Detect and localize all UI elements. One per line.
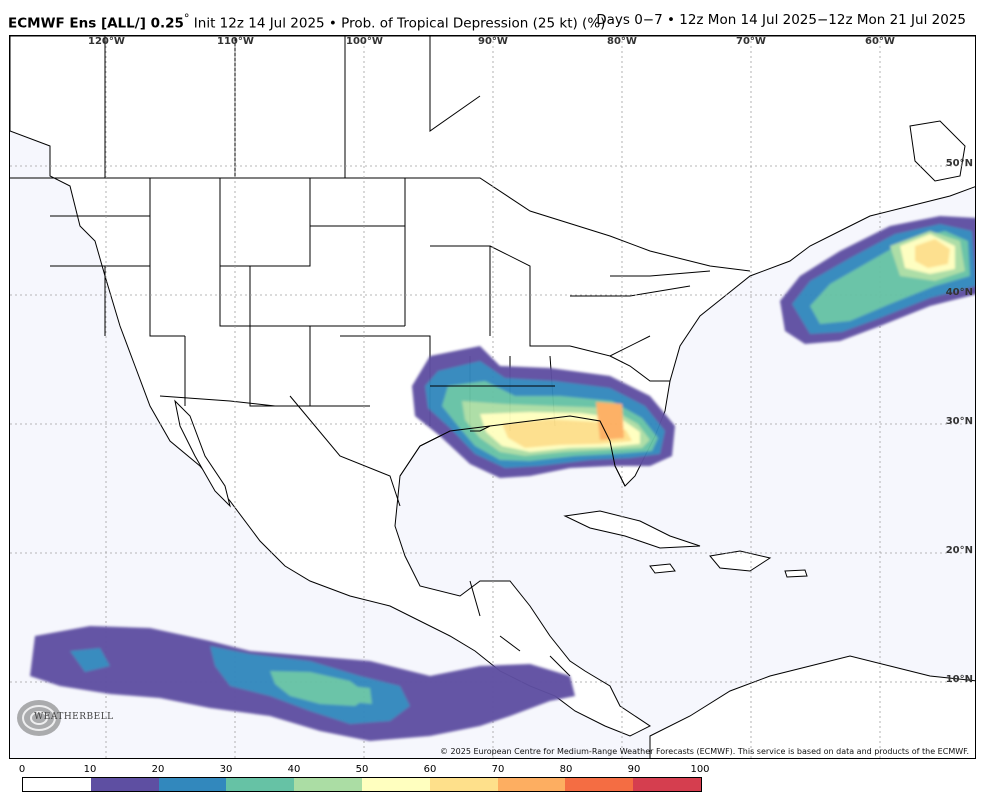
map-canvas — [10, 36, 975, 758]
lat-label-50n: 50°N — [945, 158, 973, 169]
coastline-overlay — [399, 355, 670, 487]
hispaniola — [709, 550, 772, 572]
probability-east-pacific — [30, 626, 575, 741]
colorbar-tick: 90 — [627, 764, 641, 775]
probability-gulf-coast — [412, 346, 675, 478]
valid-period: Days 0−7 • 12z Mon 14 Jul 2025−12z Mon 2… — [596, 12, 966, 28]
copyright-notice: © 2025 European Centre for Medium-Range … — [440, 747, 969, 756]
jamaica — [649, 563, 676, 574]
colorbar-tick: 30 — [219, 764, 233, 775]
lat-label-30n: 30°N — [945, 416, 973, 427]
colorbar-segment — [429, 778, 498, 791]
init-text: Init 12z 14 Jul 2025 • Prob. of Tropical… — [189, 15, 606, 32]
colorbar — [22, 777, 702, 792]
lat-label-40n: 40°N — [945, 287, 973, 298]
lon-label-70w: 70°W — [736, 36, 766, 47]
puerto-rico — [784, 569, 808, 578]
weatherbell-logo: WEATHERBELL — [14, 696, 113, 740]
globe-icon — [17, 700, 61, 736]
colorbar-tick: 60 — [423, 764, 437, 775]
colorbar-segment — [23, 778, 91, 791]
colorbar-segment — [497, 778, 566, 791]
lon-label-90w: 90°W — [478, 36, 508, 47]
lat-label-20n: 20°N — [945, 545, 973, 556]
colorbar-tick: 40 — [287, 764, 301, 775]
colorbar-segment — [226, 778, 295, 791]
baja-california — [174, 399, 231, 508]
map-title: ECMWF Ens [ALL/] 0.25° Init 12z 14 Jul 2… — [8, 12, 605, 32]
map-panel[interactable]: 120°W 110°W 100°W 90°W 80°W 70°W 60°W 50… — [9, 35, 976, 759]
colorbar-segment — [294, 778, 362, 791]
colorbar-tick: 0 — [18, 764, 26, 775]
model-name: ECMWF Ens [ALL/] 0.25 — [8, 15, 184, 32]
colorbar-tick: 70 — [491, 764, 505, 775]
colorbar-segment — [565, 778, 634, 791]
colorbar-segment — [158, 778, 227, 791]
colorbar-segment — [90, 778, 159, 791]
lon-label-80w: 80°W — [607, 36, 637, 47]
colorbar-segment — [361, 778, 430, 791]
lon-label-120w: 120°W — [88, 36, 125, 47]
colorbar-tick: 50 — [355, 764, 369, 775]
colorbar-tick: 10 — [83, 764, 97, 775]
lon-label-60w: 60°W — [865, 36, 895, 47]
cuba — [563, 510, 701, 549]
degree-symbol: ° — [183, 12, 190, 25]
colorbar-tick: 80 — [559, 764, 573, 775]
south-america — [649, 655, 975, 758]
probability-atlantic — [780, 216, 975, 344]
colorbar-tick: 20 — [151, 764, 165, 775]
colorbar-tick: 100 — [690, 764, 710, 775]
logo-text: WEATHERBELL — [34, 712, 114, 722]
lat-label-10n: 10°N — [945, 674, 973, 685]
header: ECMWF Ens [ALL/] 0.25° Init 12z 14 Jul 2… — [0, 0, 984, 34]
lon-label-100w: 100°W — [346, 36, 383, 47]
lon-label-110w: 110°W — [217, 36, 254, 47]
colorbar-segment — [633, 778, 701, 791]
